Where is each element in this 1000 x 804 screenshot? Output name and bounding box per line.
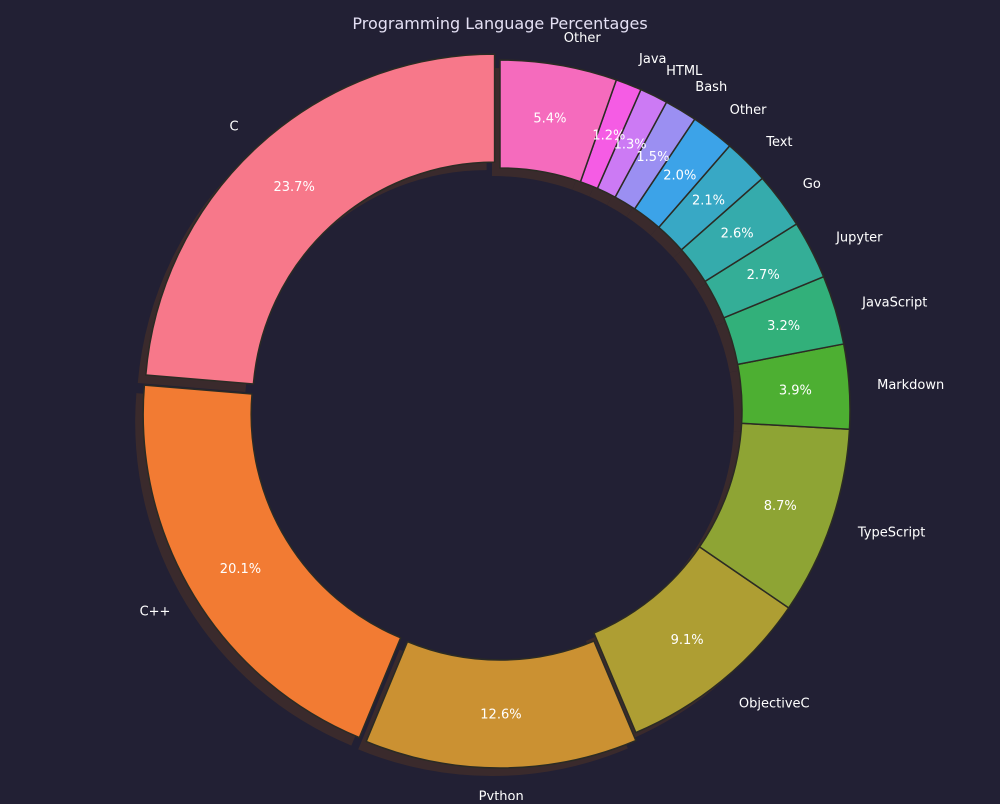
- slice-pct-label-go-8: 2.6%: [721, 226, 754, 241]
- chart-title: Programming Language Percentages: [352, 14, 647, 33]
- slice-label-other-10: Other: [730, 103, 768, 118]
- slice-label-objectivec-3: ObjectiveC: [739, 696, 810, 711]
- slice-pct-label-c-0: 23.7%: [274, 180, 315, 195]
- slice-label-python-2: Python: [479, 790, 524, 801]
- slice-pct-label-text-9: 2.1%: [692, 193, 725, 208]
- slice-pct-label-cplusplus-1: 20.1%: [220, 562, 261, 577]
- slice-pct-label-objectivec-3: 9.1%: [671, 633, 704, 648]
- slice-label-markdown-5: Markdown: [877, 378, 944, 393]
- slice-label-c-0: C: [230, 119, 239, 134]
- slice-label-java-13: Java: [638, 52, 666, 67]
- slice-pct-label-python-2: 12.6%: [480, 708, 521, 723]
- slice-cplusplus-1: [142, 384, 402, 739]
- slice-pct-label-javascript-6: 3.2%: [767, 319, 800, 334]
- slice-pct-label-jupyter-7: 2.7%: [747, 268, 780, 283]
- label-layer: C 23.7% C++ 20.1% Python 12.6% ObjectiveC 9.1% T…: [140, 31, 945, 804]
- slice-label-go-8: Go: [803, 177, 821, 192]
- slice-c-0: [145, 53, 496, 385]
- slice-pct-label-markdown-5: 3.9%: [779, 384, 812, 399]
- slice-label-jupyter-7: Jupyter: [835, 230, 883, 245]
- slice-pct-label-other-14: 5.4%: [533, 112, 566, 127]
- slice-label-bash-11: Bash: [695, 80, 727, 95]
- slice-label-typescript-4: TypeScript: [857, 525, 926, 540]
- slice-label-html-12: HTML: [666, 64, 703, 79]
- slice-pct-label-typescript-4: 8.7%: [764, 499, 797, 514]
- slice-label-cplusplus-1: C++: [140, 604, 171, 619]
- slice-pct-label-other-10: 2.0%: [663, 168, 696, 183]
- slice-pct-label-bash-11: 1.5%: [636, 150, 669, 165]
- slice-label-text-9: Text: [765, 135, 792, 150]
- slice-other-14: [499, 59, 618, 183]
- slice-layer: [142, 53, 851, 769]
- slice-label-javascript-6: JavaScript: [861, 295, 927, 310]
- slice-label-other-14: Other: [564, 31, 602, 46]
- slice-pct-label-html-12: 1.3%: [614, 138, 647, 153]
- slice-python-2: [365, 640, 637, 769]
- slice-pct-label-java-13: 1.2%: [592, 128, 625, 143]
